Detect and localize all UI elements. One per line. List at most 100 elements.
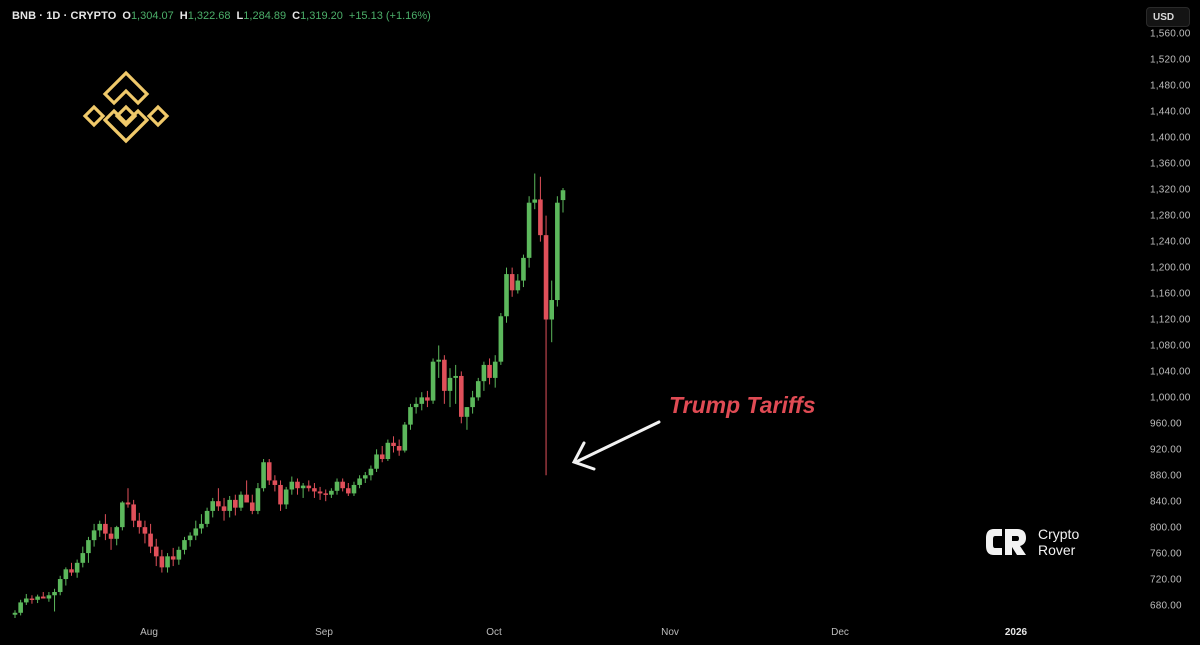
candle	[91, 523, 97, 547]
currency-button[interactable]: USD	[1146, 7, 1190, 27]
candle	[543, 215, 549, 476]
price-tick: 1,400.00	[1150, 132, 1191, 144]
candle	[249, 494, 255, 515]
price-tick: 1,560.00	[1150, 28, 1191, 40]
candle	[425, 390, 430, 408]
candle	[278, 480, 283, 511]
candle	[216, 488, 221, 511]
price-tick: 1,000.00	[1150, 392, 1191, 404]
candle	[413, 397, 419, 414]
candle	[233, 494, 238, 516]
candle	[538, 176, 543, 242]
candle	[176, 546, 182, 565]
high-value: 1,322.68	[187, 10, 231, 22]
open-value: 1,304.07	[130, 10, 174, 22]
time-tick: 2026	[1004, 627, 1028, 638]
time-tick: Dec	[831, 627, 849, 638]
price-tick: 720.00	[1150, 574, 1182, 586]
candle	[526, 196, 532, 268]
candle	[436, 345, 442, 378]
price-tick: 1,160.00	[1150, 288, 1191, 300]
candle	[391, 436, 396, 453]
candle	[108, 527, 114, 550]
open-label: O	[122, 10, 131, 22]
candle	[18, 599, 23, 616]
price-tick: 1,040.00	[1150, 366, 1191, 378]
price-tick: 1,480.00	[1150, 80, 1191, 92]
candle	[120, 501, 125, 531]
candle	[142, 520, 148, 544]
candle	[357, 475, 362, 489]
candle	[244, 480, 249, 503]
candle	[97, 520, 103, 537]
symbol-header: BNB · 1D · CRYPTO O 1,304.07 H 1,322.68 …	[12, 10, 431, 22]
price-tick: 920.00	[1150, 444, 1182, 456]
candle	[453, 364, 458, 404]
candle	[74, 559, 80, 578]
candle	[312, 483, 317, 498]
candle	[210, 497, 216, 518]
candle	[442, 355, 447, 404]
candle	[459, 371, 464, 424]
candle	[159, 549, 165, 573]
candle	[199, 514, 204, 534]
candle	[187, 532, 193, 547]
time-tick: Oct	[486, 627, 502, 638]
candle	[481, 361, 487, 391]
candle	[402, 422, 408, 453]
candle	[103, 514, 108, 541]
change-value: +15.13 (+1.16%)	[348, 10, 431, 22]
price-tick: 880.00	[1150, 470, 1182, 482]
candle	[504, 267, 509, 323]
price-tick: 1,520.00	[1150, 54, 1191, 66]
candle	[396, 439, 402, 456]
candle	[362, 471, 368, 484]
candle	[317, 486, 323, 500]
candle	[57, 575, 63, 596]
time-tick: Sep	[315, 627, 333, 638]
candle	[368, 465, 374, 481]
candle	[340, 478, 345, 492]
candle	[153, 538, 159, 567]
price-tick: 1,200.00	[1150, 262, 1191, 274]
candle	[131, 499, 136, 528]
close-label: C	[292, 10, 301, 22]
candle	[86, 536, 91, 563]
price-axis[interactable]: 1,560.00 1,520.00 1,480.00 1,440.00 1,400.00…	[1130, 0, 1200, 645]
candle	[560, 187, 566, 213]
candle	[46, 592, 52, 602]
candle	[521, 254, 526, 288]
candle	[346, 483, 351, 496]
candle	[114, 525, 119, 546]
candle	[470, 390, 475, 414]
high-label: H	[179, 10, 188, 22]
time-tick: Aug	[140, 627, 158, 638]
price-tick: 1,240.00	[1150, 236, 1191, 248]
price-tick: 1,120.00	[1150, 314, 1191, 326]
candle	[306, 480, 312, 492]
candle	[532, 173, 538, 210]
candle	[182, 536, 187, 555]
candle	[464, 407, 470, 430]
candle	[23, 593, 29, 605]
candle	[475, 377, 481, 401]
candle	[374, 449, 379, 472]
symbol-label[interactable]: BNB · 1D · CRYPTO	[12, 10, 117, 22]
candle	[323, 489, 329, 502]
candle	[35, 594, 40, 604]
candle	[170, 547, 176, 567]
candle	[509, 267, 515, 297]
trump-tariffs-annotation: Trump Tariffs	[669, 392, 816, 418]
candle	[272, 475, 278, 492]
watermark-line-1: Crypto	[1038, 526, 1080, 542]
candle	[419, 392, 425, 411]
candle	[193, 520, 199, 541]
candle	[204, 507, 210, 528]
candle	[289, 476, 295, 495]
candle	[125, 488, 131, 508]
candle	[430, 358, 436, 404]
candle	[12, 610, 18, 618]
price-tick: 1,280.00	[1150, 210, 1191, 222]
candle	[80, 546, 86, 568]
